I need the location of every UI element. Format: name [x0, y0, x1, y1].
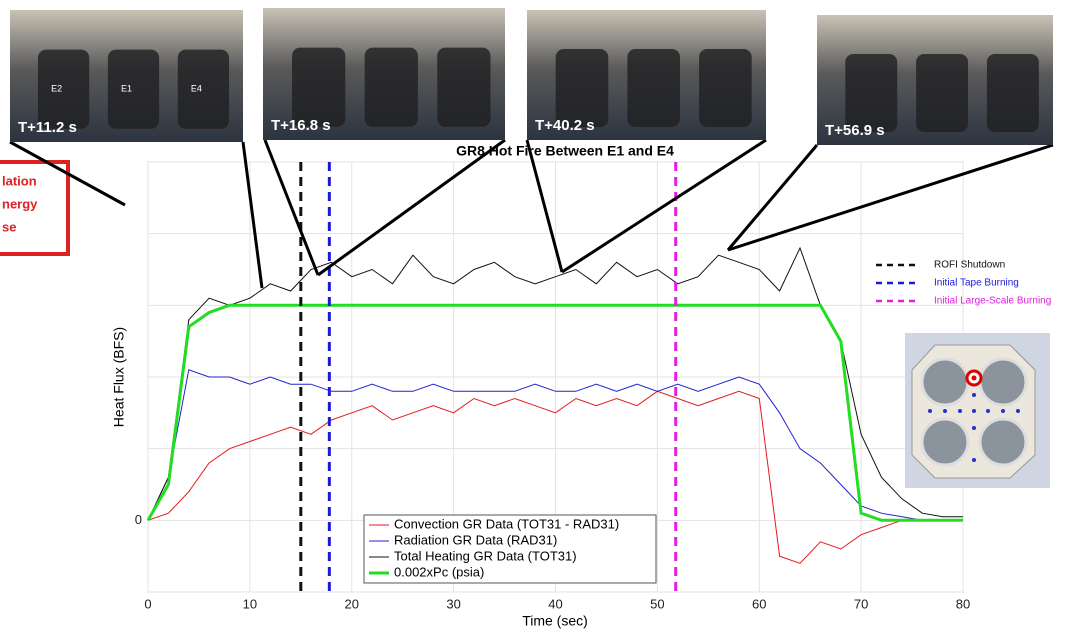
- legend-label: Convection GR Data (TOT31 - RAD31): [394, 516, 619, 531]
- photo-nozzle: [916, 54, 969, 132]
- legend-label: Initial Tape Burning: [934, 278, 1019, 289]
- photo-nozzle: [986, 54, 1039, 132]
- x-tick-label: 60: [752, 596, 766, 611]
- engine-label: E1: [121, 84, 132, 94]
- x-axis-label: Time (sec): [522, 613, 588, 629]
- chart-title: GR8 Hot Fire Between E1 and E4: [456, 143, 674, 159]
- series-line: [146, 303, 963, 522]
- photo-nozzle: [627, 49, 680, 127]
- x-tick-label: 30: [446, 596, 460, 611]
- annotation-box: [0, 160, 70, 256]
- connectors: [9, 138, 1054, 289]
- photo-nozzle: [292, 47, 346, 127]
- x-tick-label: 40: [548, 596, 562, 611]
- annotation-text: se: [2, 219, 16, 234]
- photo-label: T+11.2 s: [18, 119, 77, 136]
- photo-nozzle: [555, 49, 609, 127]
- legend-label: Radiation GR Data (RAD31): [394, 532, 557, 547]
- x-tick-label: 20: [345, 596, 359, 611]
- annotation-text: nergy: [2, 196, 38, 211]
- x-tick-label: 0: [144, 596, 151, 611]
- annotation-text: lation: [2, 173, 37, 188]
- photo-label: T+56.9 s: [825, 122, 885, 139]
- legend-label: Total Heating GR Data (TOT31): [394, 548, 577, 563]
- x-tick-label: 50: [650, 596, 664, 611]
- engine-label: E4: [191, 84, 202, 94]
- y-tick-label: 0: [135, 512, 142, 527]
- photo-nozzle: [37, 49, 90, 129]
- legend-label: Initial Large-Scale Burning: [934, 296, 1051, 307]
- photo-nozzle: [177, 49, 230, 129]
- photo-label: T+40.2 s: [535, 117, 595, 134]
- engine-label: E2: [51, 84, 62, 94]
- x-tick-label: 70: [854, 596, 868, 611]
- legend-label: 0.002xPc (psia): [394, 564, 484, 579]
- photo-nozzle: [107, 49, 160, 129]
- legend-label: ROFI Shutdown: [934, 260, 1005, 271]
- photo-label: T+16.8 s: [271, 117, 331, 134]
- legend: [363, 514, 657, 584]
- series-line: [147, 369, 963, 521]
- photo-nozzle: [845, 54, 898, 132]
- x-tick-label: 80: [956, 596, 970, 611]
- y-axis-label: Heat Flux (BFS): [111, 327, 127, 427]
- photo-nozzle: [437, 47, 491, 127]
- photo-nozzle: [364, 47, 418, 127]
- x-tick-label: 10: [243, 596, 257, 611]
- photo-nozzle: [699, 49, 752, 127]
- series-line: [147, 390, 963, 564]
- engine-diagram: [905, 333, 1050, 488]
